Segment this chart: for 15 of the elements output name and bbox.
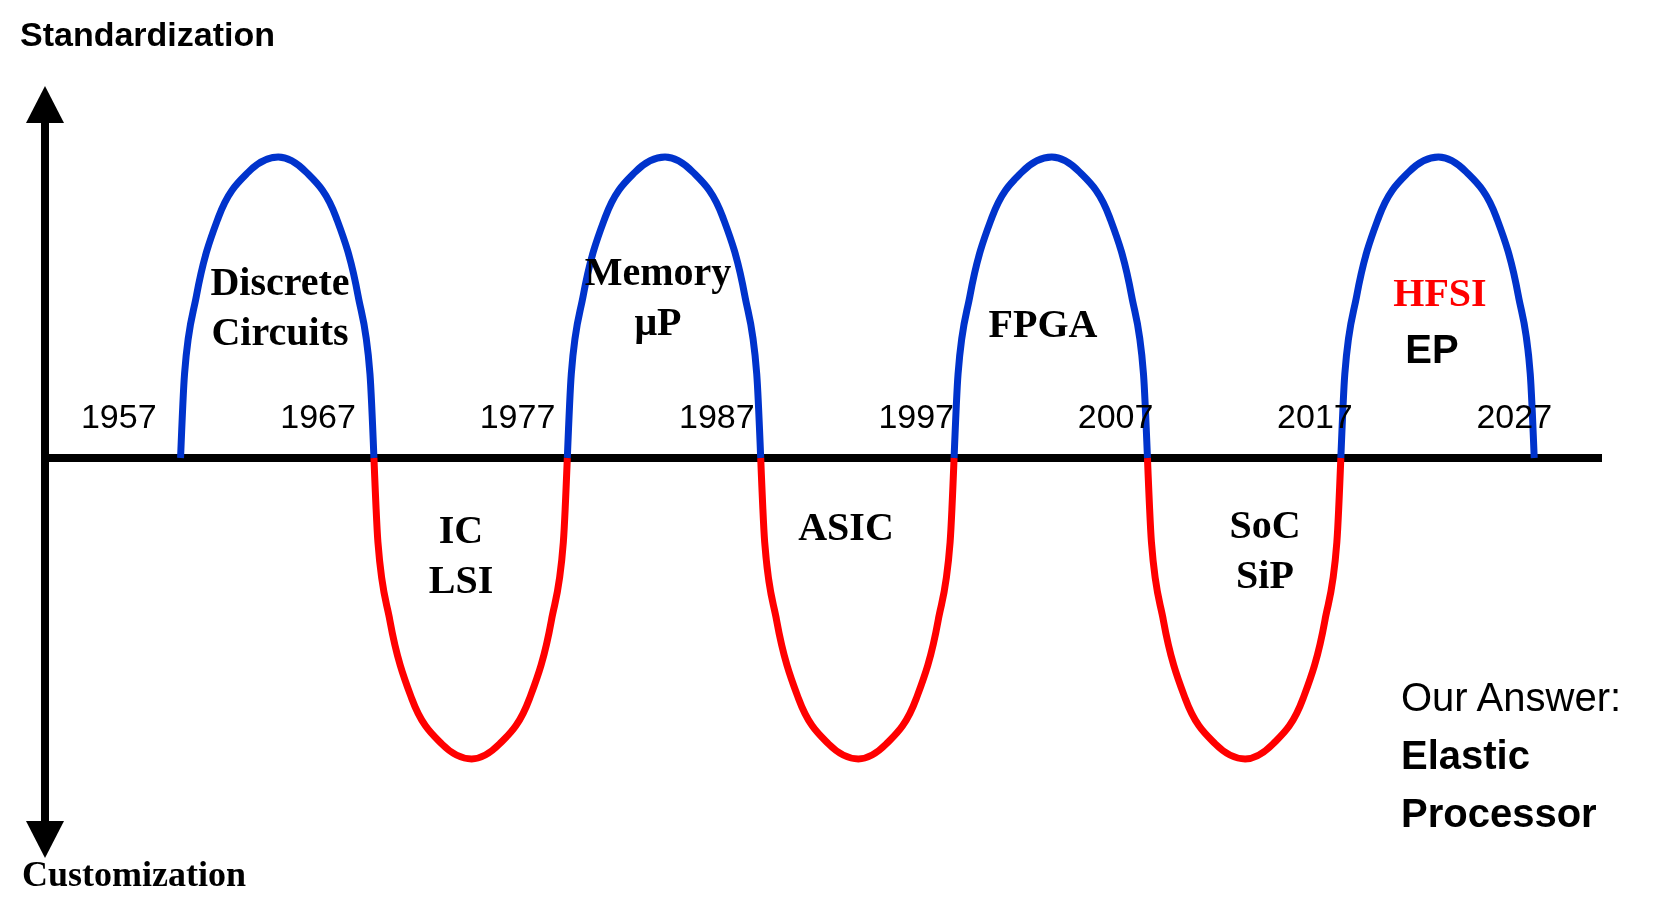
x-tick-label: 1997: [878, 397, 955, 435]
annotation: HFSI: [1393, 270, 1487, 315]
x-tick-label: 1987: [679, 397, 755, 435]
x-tick-label: 1967: [280, 397, 356, 435]
annotation: Discrete Circuits: [210, 259, 350, 354]
annotation: ASIC: [798, 504, 894, 549]
annotation: FPGA: [988, 301, 1098, 346]
annotation: IC LSI: [428, 507, 494, 602]
annotation: EP: [1405, 327, 1459, 371]
x-tick-label: 1977: [479, 397, 556, 435]
x-tick-label: 1957: [80, 397, 157, 435]
annotation: Our Answer: Elastic Processor: [1401, 675, 1622, 835]
annotation: SoC SiP: [1229, 502, 1301, 597]
text: Customization: [22, 854, 246, 894]
y-axis-title: Standardization: [20, 15, 276, 53]
